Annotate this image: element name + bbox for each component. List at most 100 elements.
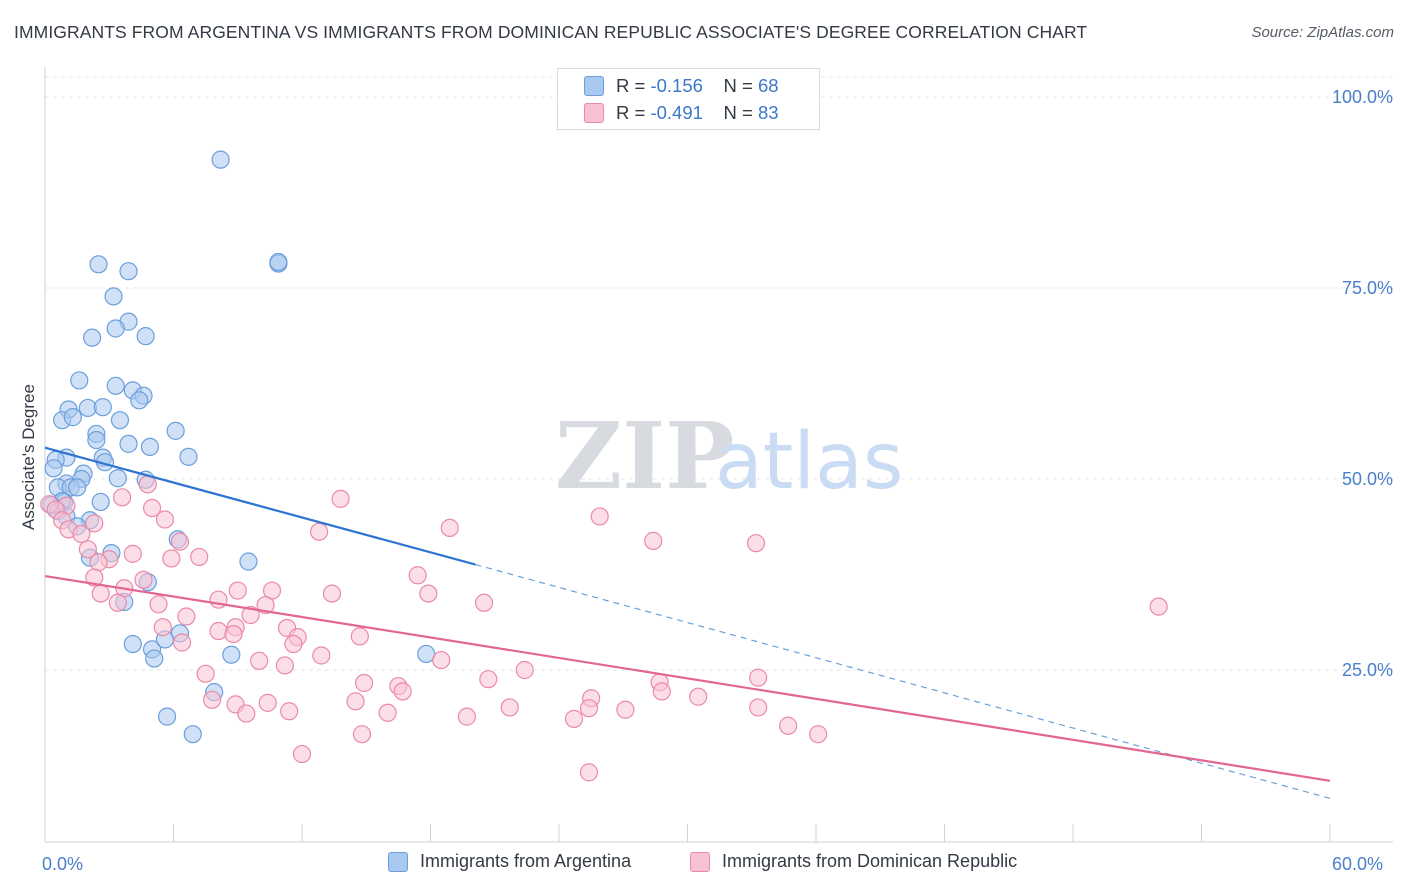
legend-item-argentina[interactable]: Immigrants from Argentina: [388, 851, 631, 872]
point-dominican-53: [275, 656, 294, 675]
point-argentina-0: [211, 150, 230, 169]
point-dominican-32: [419, 584, 438, 603]
legend-label-argentina: Immigrants from Argentina: [420, 851, 632, 871]
point-dominican-70: [616, 700, 635, 719]
point-argentina-25: [140, 437, 160, 457]
point-dominican-25: [85, 568, 104, 587]
legend-n-label: N =: [723, 102, 753, 123]
point-argentina-31: [179, 447, 198, 466]
trendline-argentina-extension: [475, 563, 1331, 799]
point-dominican-80: [352, 725, 372, 744]
point-argentina-10: [70, 371, 89, 390]
point-dominican-78: [779, 716, 798, 735]
point-argentina-20: [63, 408, 82, 427]
y-tick-label-25: 25.0%: [1341, 660, 1393, 680]
point-dominican-77: [564, 709, 584, 728]
point-dominican-23: [89, 553, 108, 572]
correlation-legend: R = -0.156 N = 68 R = -0.491 N = 83: [557, 68, 820, 130]
legend-r-value: -0.156: [650, 75, 703, 96]
point-dominican-20: [190, 547, 209, 567]
point-dominican-69: [500, 698, 519, 717]
watermark-atlas: atlas: [715, 417, 904, 507]
series-legend: Immigrants from Argentina Immigrants fro…: [0, 851, 1406, 879]
point-dominican-51: [432, 650, 451, 670]
x-min-label: 0.0%: [42, 854, 84, 874]
point-argentina-34: [108, 469, 127, 488]
x-max-label: 60.0%: [1332, 854, 1384, 874]
point-argentina-4: [269, 252, 288, 272]
legend-r-label: R =: [616, 75, 646, 96]
watermark-zip: ZIP: [555, 402, 734, 510]
point-argentina-23: [87, 430, 106, 450]
point-dominican-13: [310, 522, 329, 541]
point-dominican-14: [72, 524, 91, 544]
point-argentina-8: [83, 328, 102, 347]
point-dominican-17: [170, 532, 190, 551]
point-dominican-74: [378, 703, 397, 722]
point-dominican-50: [312, 646, 331, 665]
point-argentina-51: [239, 552, 258, 571]
trendline-argentina: [44, 446, 476, 566]
y-tick-label-100: 100.0%: [1331, 87, 1393, 107]
point-dominican-34: [241, 605, 260, 625]
legend-item-dominican[interactable]: Immigrants from Dominican Republic: [690, 851, 1017, 872]
point-dominican-63: [689, 687, 708, 706]
point-dominican-37: [256, 595, 275, 615]
point-dominican-41: [153, 618, 172, 637]
point-dominican-81: [292, 744, 312, 764]
point-dominican-58: [749, 668, 768, 687]
trendline-dominican: [44, 574, 1331, 782]
point-dominican-2: [331, 489, 350, 508]
y-tick-label-75: 75.0%: [1341, 278, 1393, 298]
legend-swatch-argentina: [388, 851, 408, 872]
point-dominican-8: [155, 510, 175, 529]
point-dominican-61: [393, 682, 412, 701]
point-argentina-7: [106, 319, 125, 338]
point-dominican-66: [346, 692, 365, 711]
y-tick-label-50: 50.0%: [1341, 469, 1393, 489]
point-dominican-15: [644, 531, 663, 550]
point-dominican-31: [322, 584, 342, 603]
point-dominican-35: [149, 595, 168, 614]
point-dominican-21: [162, 549, 181, 568]
point-dominican-72: [749, 698, 768, 717]
legend-swatch-dominican: [690, 851, 710, 872]
point-dominican-47: [350, 627, 369, 646]
point-dominican-29: [228, 581, 247, 600]
point-dominican-59: [355, 673, 374, 693]
point-argentina-14: [130, 391, 149, 410]
point-dominican-49: [284, 634, 303, 654]
point-dominican-67: [258, 693, 277, 712]
point-dominican-38: [474, 593, 494, 612]
point-dominican-19: [123, 544, 142, 563]
point-dominican-26: [134, 570, 153, 589]
point-argentina-18: [110, 411, 130, 430]
point-dominican-64: [202, 690, 222, 709]
point-dominican-62: [652, 682, 671, 701]
point-argentina-24: [119, 434, 138, 453]
point-argentina-59: [123, 634, 142, 654]
point-dominican-52: [250, 651, 269, 670]
legend-row-dominican: R = -0.491 N = 83: [584, 100, 779, 126]
point-dominican-39: [1149, 597, 1168, 616]
point-dominican-54: [515, 660, 534, 680]
source-label: Source: ZipAtlas.com: [1251, 24, 1394, 41]
point-dominican-56: [479, 670, 498, 689]
point-argentina-63: [183, 725, 202, 744]
point-argentina-62: [157, 707, 177, 726]
point-dominican-18: [78, 540, 97, 559]
point-argentina-11: [106, 376, 125, 395]
point-dominican-6: [142, 498, 162, 518]
point-dominican-82: [579, 763, 599, 782]
point-dominican-75: [237, 704, 256, 723]
point-argentina-2: [119, 262, 138, 281]
chart-title: IMMIGRANTS FROM ARGENTINA VS IMMIGRANTS …: [14, 22, 1088, 42]
point-argentina-17: [93, 398, 112, 417]
legend-n-value: 83: [757, 102, 779, 123]
point-argentina-9: [136, 327, 155, 346]
point-argentina-54: [222, 645, 241, 664]
point-dominican-71: [579, 699, 599, 718]
point-dominican-45: [224, 624, 243, 644]
legend-n-value: 68: [757, 75, 779, 96]
